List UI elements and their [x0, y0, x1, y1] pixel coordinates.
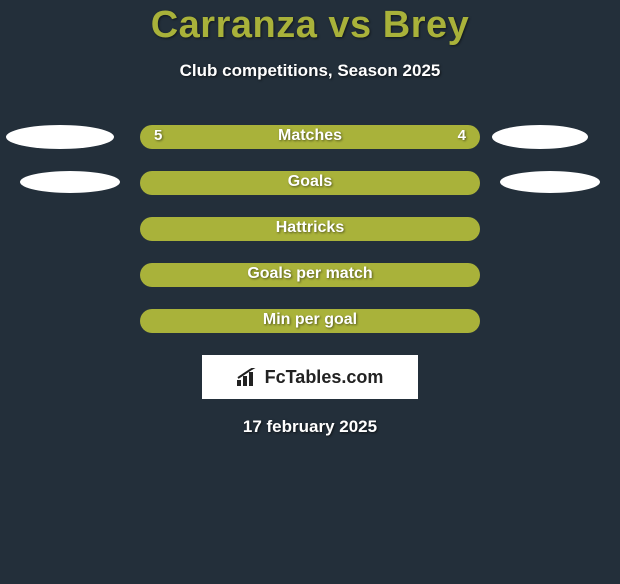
stat-row: Hattricks	[0, 217, 620, 243]
stat-row: Goals per match	[0, 263, 620, 289]
chart-icon	[237, 368, 259, 386]
subtitle: Club competitions, Season 2025	[0, 61, 620, 81]
stat-left-value: 5	[154, 127, 162, 144]
logo-text: FcTables.com	[265, 367, 384, 388]
stat-bar: Goals per match	[140, 263, 480, 287]
logo: FcTables.com	[237, 367, 384, 388]
page-title: Carranza vs Brey	[0, 4, 620, 47]
share-ellipse	[20, 171, 120, 193]
stat-label: Matches	[140, 127, 480, 145]
stat-bar: Matches5 4	[140, 125, 480, 149]
share-ellipse	[500, 171, 600, 193]
stat-right-value: 4	[458, 127, 466, 144]
stat-label: Goals	[140, 173, 480, 191]
stat-label: Goals per match	[140, 265, 480, 283]
logo-box: FcTables.com	[202, 355, 418, 399]
share-ellipse	[6, 125, 114, 149]
stat-label: Hattricks	[140, 219, 480, 237]
stat-bar: Goals	[140, 171, 480, 195]
stat-rows: Matches5 4 Goals Hattricks Goals per match Mi…	[0, 125, 620, 335]
stat-row: Min per goal	[0, 309, 620, 335]
stat-label: Min per goal	[140, 311, 480, 329]
stat-bar: Min per goal	[140, 309, 480, 333]
footer-date: 17 february 2025	[0, 417, 620, 437]
stat-bar: Hattricks	[140, 217, 480, 241]
share-ellipse	[492, 125, 588, 149]
